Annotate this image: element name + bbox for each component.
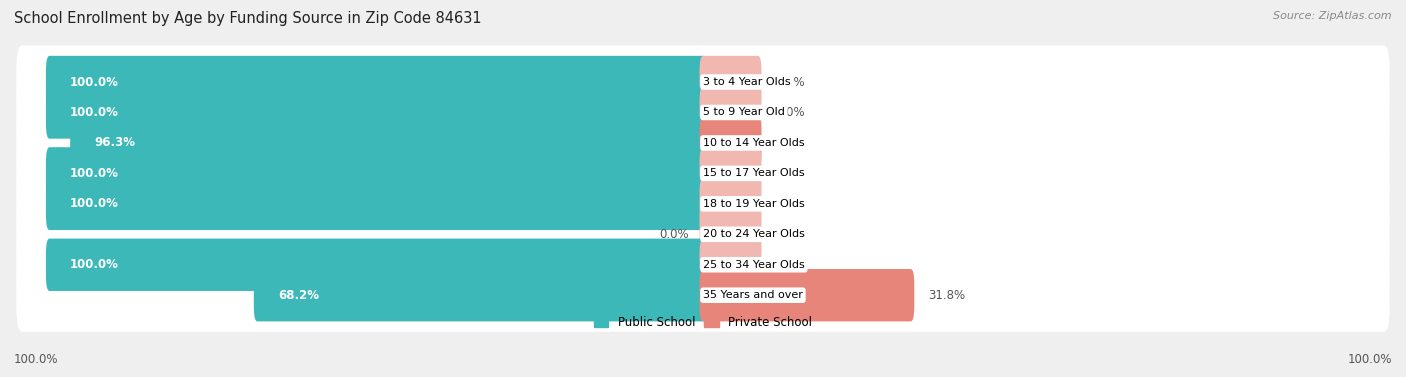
Text: 10 to 14 Year Olds: 10 to 14 Year Olds (703, 138, 804, 148)
FancyBboxPatch shape (70, 117, 706, 169)
Legend: Public School, Private School: Public School, Private School (589, 311, 817, 334)
Text: 25 to 34 Year Olds: 25 to 34 Year Olds (703, 260, 804, 270)
FancyBboxPatch shape (700, 208, 762, 261)
Text: 5 to 9 Year Old: 5 to 9 Year Old (703, 107, 785, 118)
Text: 96.3%: 96.3% (94, 136, 135, 149)
Text: 18 to 19 Year Olds: 18 to 19 Year Olds (703, 199, 804, 209)
Text: 0.0%: 0.0% (659, 228, 689, 241)
FancyBboxPatch shape (254, 269, 706, 322)
Text: 100.0%: 100.0% (70, 167, 120, 180)
Text: 0.0%: 0.0% (775, 167, 804, 180)
FancyBboxPatch shape (46, 86, 706, 139)
Text: 100.0%: 100.0% (14, 353, 59, 366)
Text: 68.2%: 68.2% (278, 289, 319, 302)
Text: 0.0%: 0.0% (775, 197, 804, 210)
FancyBboxPatch shape (700, 86, 762, 139)
Text: 0.0%: 0.0% (775, 258, 804, 271)
Text: 35 Years and over: 35 Years and over (703, 290, 803, 300)
FancyBboxPatch shape (46, 147, 706, 199)
FancyBboxPatch shape (17, 76, 1389, 149)
Text: 100.0%: 100.0% (70, 75, 120, 89)
Text: 0.0%: 0.0% (775, 75, 804, 89)
FancyBboxPatch shape (17, 198, 1389, 271)
FancyBboxPatch shape (17, 46, 1389, 119)
FancyBboxPatch shape (700, 147, 762, 199)
Text: 100.0%: 100.0% (70, 258, 120, 271)
FancyBboxPatch shape (700, 117, 762, 169)
Text: 100.0%: 100.0% (70, 106, 120, 119)
FancyBboxPatch shape (17, 228, 1389, 301)
Text: 20 to 24 Year Olds: 20 to 24 Year Olds (703, 229, 804, 239)
Text: 0.0%: 0.0% (775, 228, 804, 241)
FancyBboxPatch shape (17, 259, 1389, 332)
Text: School Enrollment by Age by Funding Source in Zip Code 84631: School Enrollment by Age by Funding Sour… (14, 11, 482, 26)
Text: 15 to 17 Year Olds: 15 to 17 Year Olds (703, 169, 804, 178)
FancyBboxPatch shape (700, 239, 762, 291)
FancyBboxPatch shape (700, 56, 762, 108)
FancyBboxPatch shape (17, 106, 1389, 179)
Text: 31.8%: 31.8% (928, 289, 965, 302)
FancyBboxPatch shape (46, 178, 706, 230)
FancyBboxPatch shape (46, 56, 706, 108)
Text: 3.7%: 3.7% (775, 136, 806, 149)
Text: 3 to 4 Year Olds: 3 to 4 Year Olds (703, 77, 790, 87)
FancyBboxPatch shape (17, 137, 1389, 210)
Text: Source: ZipAtlas.com: Source: ZipAtlas.com (1274, 11, 1392, 21)
FancyBboxPatch shape (46, 239, 706, 291)
FancyBboxPatch shape (700, 178, 762, 230)
Text: 0.0%: 0.0% (775, 106, 804, 119)
FancyBboxPatch shape (700, 269, 914, 322)
Text: 100.0%: 100.0% (1347, 353, 1392, 366)
FancyBboxPatch shape (17, 167, 1389, 241)
Text: 100.0%: 100.0% (70, 197, 120, 210)
